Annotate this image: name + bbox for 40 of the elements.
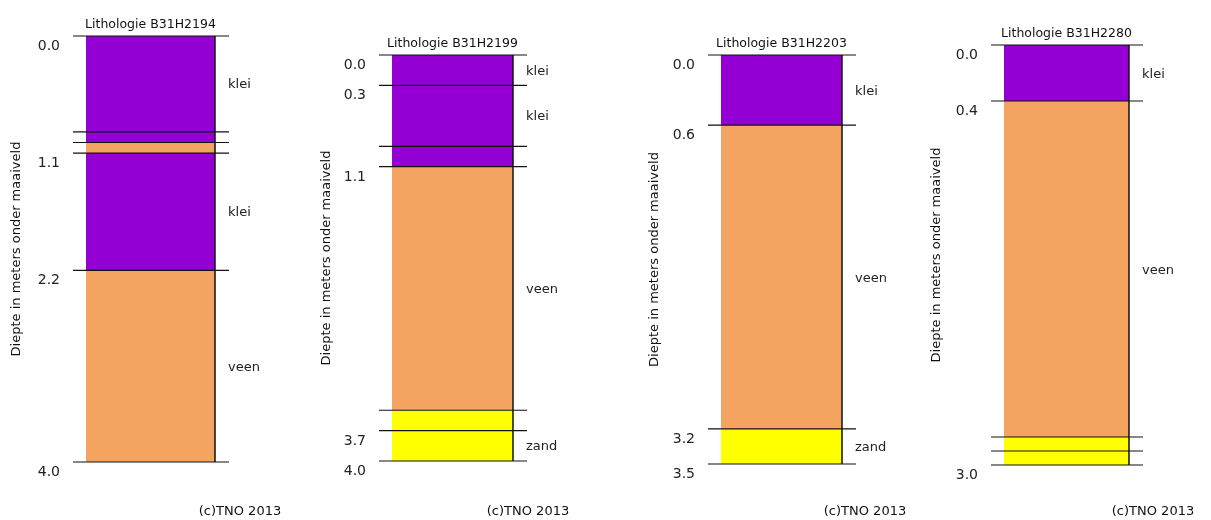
series-label: veen [526, 281, 558, 296]
series-label: zand [855, 439, 887, 455]
series-label: zand [526, 438, 558, 454]
chart-title: Lithologie B31H2203 [716, 35, 847, 50]
text: (c)TNO 2013 [823, 503, 907, 518]
text: (c)TNO 2013 [198, 503, 282, 518]
series-label: veen [855, 269, 887, 285]
series-label: klei [526, 62, 549, 78]
chart-title: Lithologie B31H2199 [387, 35, 518, 50]
series-label: veen [1142, 261, 1174, 277]
series-label: klei [526, 108, 549, 124]
y-tick-label: 0.6 [672, 126, 696, 143]
y-tick-label: 0.3 [343, 86, 366, 103]
y-tick-label: 0.0 [672, 56, 695, 72]
y-axis-title: Diepte in meters onder maaiveld [8, 141, 23, 357]
y-tick-label: 0.0 [955, 46, 978, 62]
y-axis-title: Diepte in meters onder maaiveld [318, 150, 333, 366]
text: (c)TNO 2013 [486, 503, 570, 518]
y-tick-label: 4.0 [343, 462, 366, 478]
y-tick-label: 1.1 [37, 154, 60, 171]
y-tick-label: 2.2 [37, 271, 60, 288]
y-tick-label: 3.7 [343, 431, 366, 448]
y-tick-label: 0.4 [955, 102, 979, 118]
series-label: klei [1142, 65, 1165, 81]
y-tick-label: 0.0 [37, 37, 60, 53]
y-tick-label: 4.0 [37, 463, 60, 479]
series-label: klei [228, 76, 251, 92]
y-axis-title: Diepte in meters onder maaiveld [646, 152, 661, 367]
text: (c)TNO 2013 [1111, 503, 1195, 518]
y-tick-label: 3.5 [672, 465, 695, 481]
series-label: klei [855, 82, 878, 98]
y-tick-label: 0.0 [343, 56, 366, 72]
y-tick-label: 1.1 [343, 167, 366, 184]
y-tick-label: 3.2 [672, 429, 695, 446]
y-axis-title: Diepte in meters onder maaiveld [928, 147, 943, 363]
series-label: veen [228, 358, 260, 374]
chart-title: Lithologie B31H2280 [1001, 25, 1132, 40]
series-label: klei [228, 204, 251, 220]
chart-title: Lithologie B31H2194 [85, 16, 216, 31]
y-tick-label: 3.0 [955, 466, 978, 482]
